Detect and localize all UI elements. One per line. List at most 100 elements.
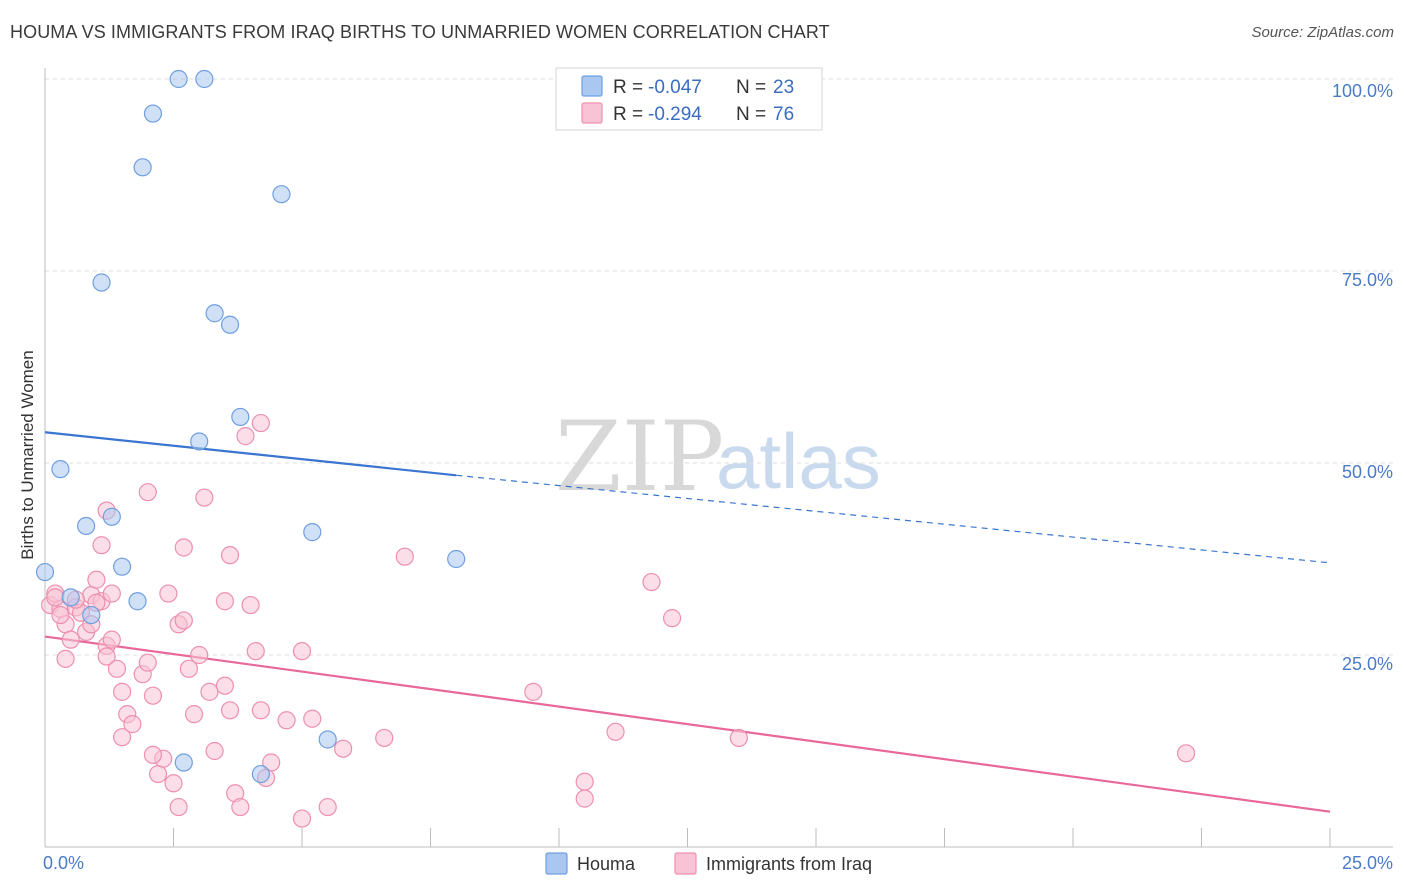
legend-n-value: 76 [773, 104, 794, 125]
grid-lines [45, 78, 1393, 656]
point-iraq [143, 686, 163, 705]
point-houma [51, 460, 70, 479]
legend-n-label: N = [736, 104, 766, 125]
point-houma [133, 158, 152, 177]
trend-line-houma [44, 431, 457, 477]
point-houma [190, 432, 209, 451]
point-houma [447, 549, 466, 569]
point-iraq [395, 547, 414, 566]
point-iraq [236, 427, 255, 446]
legend-label-houma: Houma [577, 854, 636, 874]
point-houma [251, 764, 270, 784]
point-houma [303, 523, 322, 542]
point-houma [77, 516, 96, 536]
trend-line-houma-extension [456, 474, 1331, 564]
point-iraq [262, 753, 281, 772]
point-iraq [729, 728, 749, 748]
point-houma [169, 69, 188, 89]
point-iraq [220, 701, 240, 720]
legend-r-label: R = [613, 77, 643, 98]
point-iraq [375, 728, 394, 748]
point-iraq [334, 739, 353, 758]
point-iraq [164, 774, 183, 793]
point-iraq [251, 701, 270, 720]
point-houma [92, 273, 111, 292]
x-tick-label: 25.0% [1342, 853, 1393, 873]
point-iraq [205, 741, 224, 761]
point-iraq [606, 722, 625, 741]
point-iraq [575, 772, 594, 791]
point-houma [61, 588, 80, 607]
legend-r-value: -0.047 [648, 77, 702, 98]
point-iraq [56, 649, 75, 668]
chart-source: Source: ZipAtlas.com [1251, 24, 1394, 41]
point-houma [174, 753, 193, 772]
point-houma [272, 185, 291, 204]
point-iraq [138, 483, 157, 502]
point-houma [112, 557, 132, 576]
legend-n-value: 23 [773, 77, 794, 98]
legend-r-value: -0.294 [648, 104, 702, 125]
legend-n-label: N = [736, 77, 766, 98]
point-iraq [169, 797, 188, 817]
point-iraq [112, 728, 132, 747]
point-houma [231, 407, 250, 427]
legend-bottom: Houma Immigrants from Iraq [545, 852, 872, 875]
point-iraq [220, 546, 240, 565]
legend-swatch-iraq [581, 102, 603, 124]
point-iraq [112, 682, 132, 701]
point-iraq [662, 609, 682, 628]
point-iraq [241, 595, 260, 615]
point-iraq [159, 584, 178, 603]
point-iraq [277, 711, 296, 730]
point-iraq [251, 413, 270, 433]
point-iraq [195, 488, 214, 507]
chart-title: HOUMA VS IMMIGRANTS FROM IRAQ BIRTHS TO … [10, 22, 830, 42]
y-tick-label: 25.0% [1342, 654, 1393, 674]
watermark-atlas: atlas [716, 417, 881, 505]
point-iraq [303, 709, 322, 728]
point-houma [195, 69, 214, 89]
point-iraq [184, 705, 204, 724]
data-points [35, 69, 1196, 828]
point-iraq [292, 809, 312, 828]
axis-labels: 100.0% 75.0% 50.0% 25.0% 0.0% 25.0% [43, 81, 1393, 873]
point-iraq [190, 645, 209, 665]
point-houma [205, 304, 224, 323]
point-iraq [46, 588, 65, 607]
point-iraq [292, 642, 312, 661]
legend-r-label: R = [613, 104, 643, 125]
point-iraq [1176, 744, 1196, 763]
point-iraq [97, 647, 116, 666]
watermark-zip: ZIP [555, 401, 724, 513]
trend-line-iraq [44, 635, 1331, 813]
legend-top: R = -0.047 N = 23 R = -0.294 N = 76 [555, 67, 823, 131]
point-houma [35, 562, 55, 582]
point-iraq [138, 653, 157, 672]
point-iraq [215, 676, 234, 695]
y-tick-label: 100.0% [1332, 81, 1393, 101]
point-houma [143, 104, 163, 123]
legend-swatch-houma [581, 75, 603, 97]
point-iraq [231, 797, 250, 817]
axes [44, 68, 1393, 848]
point-iraq [148, 764, 168, 784]
point-iraq [318, 797, 337, 817]
point-iraq [174, 611, 193, 630]
trend-lines [44, 431, 1331, 813]
point-iraq [102, 630, 121, 649]
point-houma [128, 592, 147, 611]
point-iraq [642, 572, 661, 592]
point-iraq [92, 536, 111, 555]
x-tick-label: 0.0% [43, 853, 84, 873]
point-iraq [200, 682, 219, 701]
point-iraq [61, 630, 80, 649]
point-iraq [246, 642, 265, 661]
y-tick-label: 50.0% [1342, 462, 1393, 482]
y-tick-label: 75.0% [1342, 270, 1393, 290]
point-houma [82, 605, 101, 625]
point-iraq [575, 789, 594, 808]
point-iraq [107, 659, 127, 678]
point-iraq [102, 584, 121, 603]
